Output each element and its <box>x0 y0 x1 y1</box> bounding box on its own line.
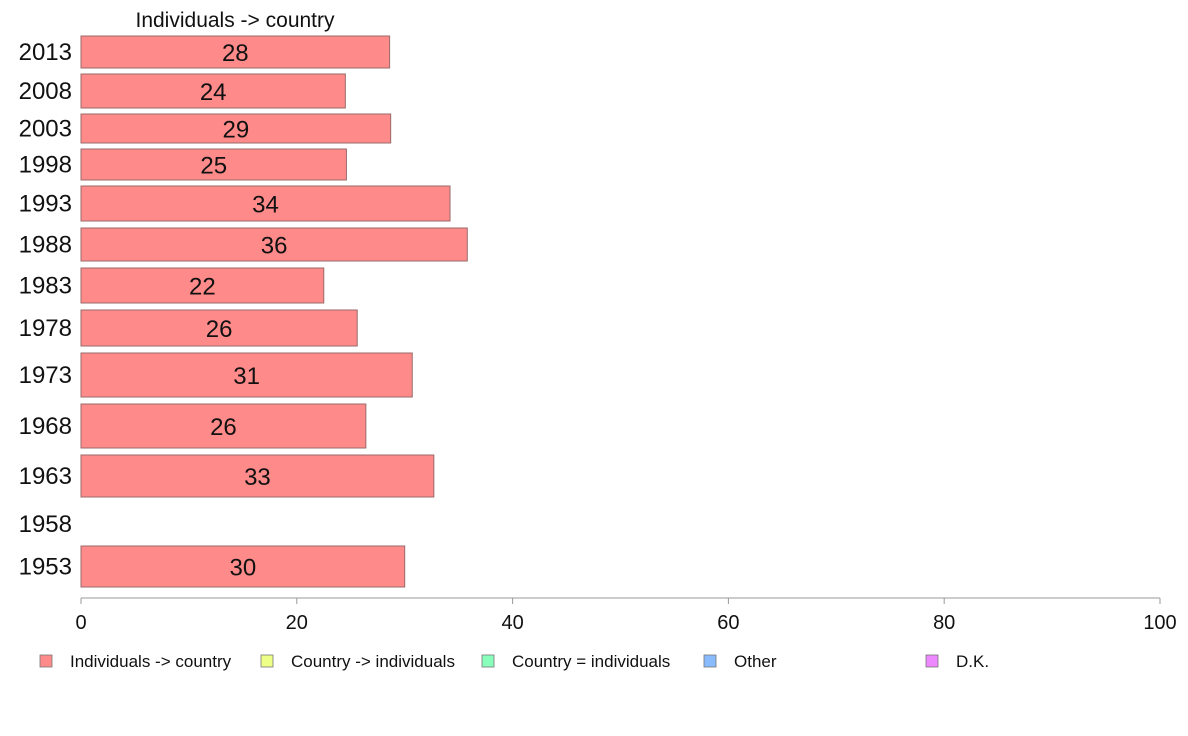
bar-1953 <box>80 545 406 588</box>
value-label-1993: 34 <box>252 192 279 219</box>
year-label-2003: 2003 <box>19 116 72 143</box>
bar-2008 <box>80 73 346 109</box>
legend-swatch-1 <box>260 654 274 668</box>
legend: Individuals -> country Country -> individ… <box>39 652 989 671</box>
year-label-1958: 1958 <box>19 511 72 538</box>
year-label-1983: 1983 <box>19 273 72 300</box>
value-label-1963: 33 <box>244 464 271 491</box>
x-tick-label-20: 20 <box>286 612 308 634</box>
column-title: Individuals -> country <box>135 9 335 32</box>
bar-1978 <box>80 309 358 347</box>
value-label-1968: 26 <box>210 414 237 441</box>
value-label-1998: 25 <box>200 153 227 180</box>
year-label-1978: 1978 <box>19 315 72 342</box>
year-labels-group: 2013 2008 2003 1998 1993 1988 1983 1978 1973 1968… <box>19 39 72 581</box>
bar-2013 <box>80 35 391 69</box>
x-tick-label-100: 100 <box>1143 612 1176 634</box>
bar-1988 <box>80 227 468 262</box>
bar-1973 <box>80 352 413 398</box>
year-label-1968: 1968 <box>19 413 72 440</box>
x-axis: 0 20 40 60 80 100 <box>75 597 1177 634</box>
year-label-2013: 2013 <box>19 39 72 66</box>
year-label-1993: 1993 <box>19 191 72 218</box>
legend-label-3: Other <box>734 652 777 671</box>
bar-2003 <box>80 113 392 144</box>
value-label-2008: 24 <box>200 79 227 106</box>
year-label-1953: 1953 <box>19 554 72 581</box>
value-label-1988: 36 <box>261 233 288 260</box>
x-tick-label-0: 0 <box>75 612 86 634</box>
legend-label-4: D.K. <box>956 652 989 671</box>
value-label-1983: 22 <box>189 274 216 301</box>
x-tick-label-60: 60 <box>717 612 739 634</box>
x-tick-label-40: 40 <box>501 612 523 634</box>
bar-1993 <box>80 185 451 222</box>
year-label-2008: 2008 <box>19 78 72 105</box>
legend-swatch-0 <box>39 654 53 668</box>
bar-1963 <box>80 454 435 498</box>
value-label-2013: 28 <box>222 40 249 67</box>
legend-label-2: Country = individuals <box>512 652 670 671</box>
value-label-1973: 31 <box>233 363 260 390</box>
year-label-1973: 1973 <box>19 362 72 389</box>
year-label-1963: 1963 <box>19 463 72 490</box>
legend-swatch-2 <box>481 654 495 668</box>
legend-swatch-4 <box>925 654 939 668</box>
value-label-1953: 30 <box>229 555 256 582</box>
year-label-1998: 1998 <box>19 152 72 179</box>
legend-label-1: Country -> individuals <box>291 652 455 671</box>
x-tick-label-80: 80 <box>933 612 955 634</box>
bar-1968 <box>80 403 367 449</box>
value-label-2003: 29 <box>222 117 249 144</box>
legend-label-0: Individuals -> country <box>70 652 232 671</box>
bar-1998 <box>80 148 347 181</box>
legend-swatch-3 <box>703 654 717 668</box>
year-label-1988: 1988 <box>19 232 72 259</box>
value-label-1978: 26 <box>206 316 233 343</box>
bar-1983 <box>80 267 325 304</box>
